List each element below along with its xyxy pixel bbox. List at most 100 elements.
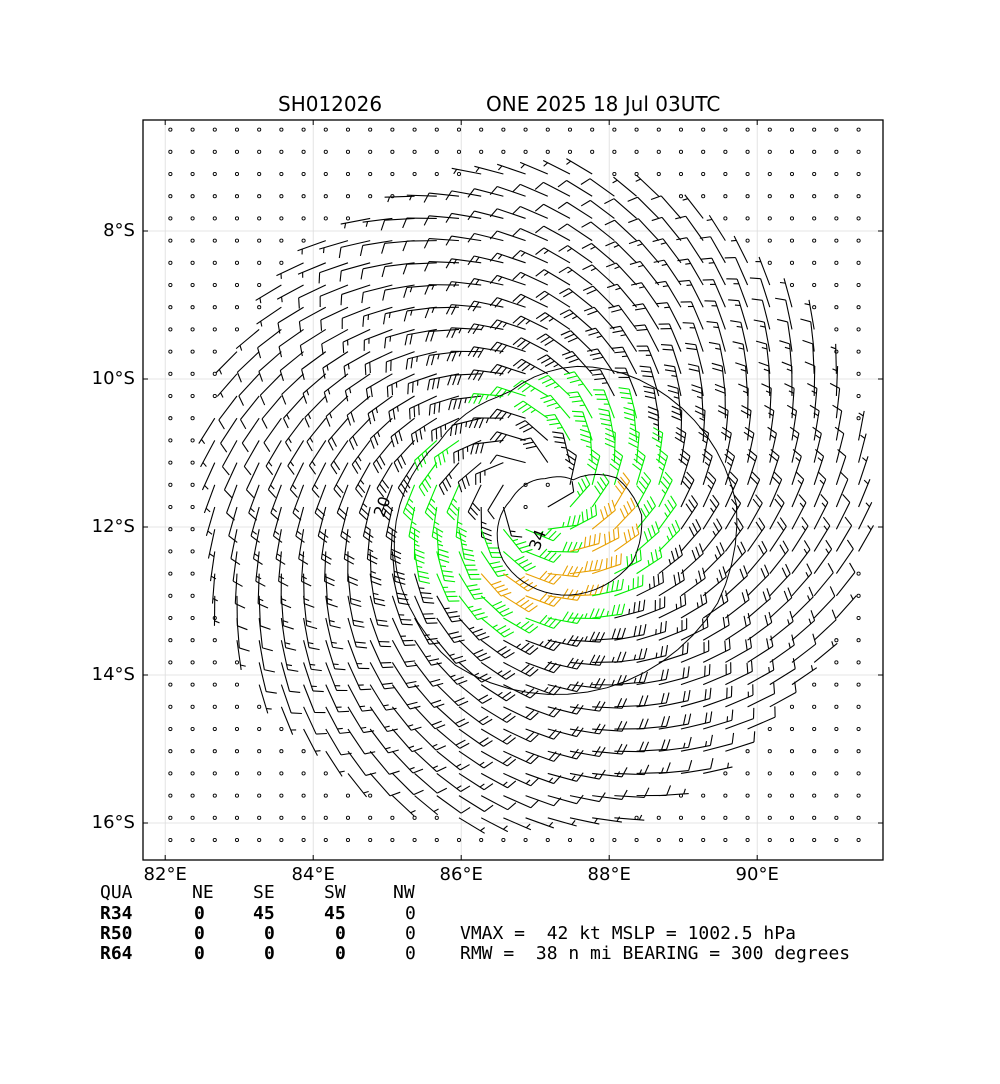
- barb-feather: [468, 211, 474, 220]
- barb-feather: [490, 409, 497, 417]
- calm-circle: [857, 306, 860, 309]
- calm-circle: [169, 417, 172, 420]
- wind-barb: [459, 707, 492, 725]
- barb-half-feather: [806, 572, 808, 577]
- barb-feather: [664, 365, 675, 367]
- wind-barb: [643, 386, 658, 418]
- barb-half-feather: [562, 639, 565, 643]
- barb-half-feather: [859, 413, 864, 416]
- barb-feather: [584, 307, 594, 311]
- wind-barb: [592, 628, 625, 640]
- barb-feather: [560, 310, 570, 315]
- barb-shaft: [590, 200, 614, 218]
- barb-feather: [730, 472, 737, 480]
- calm-circle: [213, 350, 216, 353]
- wind-barb: [748, 706, 776, 729]
- calm-circle: [679, 150, 682, 153]
- barb-half-feather: [409, 499, 413, 503]
- calm-circle: [235, 750, 238, 753]
- barb-feather: [433, 379, 435, 390]
- barb-feather: [572, 411, 583, 412]
- barb-feather: [386, 536, 395, 542]
- barb-feather: [380, 484, 387, 493]
- calm-circle: [857, 572, 860, 575]
- barb-feather: [802, 517, 808, 526]
- calm-circle: [835, 172, 838, 175]
- wind-barb: [476, 463, 504, 485]
- barb-feather: [691, 385, 701, 388]
- barb-feather: [283, 418, 288, 428]
- barb-feather: [467, 585, 478, 587]
- barb-feather: [685, 477, 692, 485]
- barb-feather: [535, 182, 543, 189]
- barb-feather: [484, 784, 493, 790]
- barb-half-feather: [411, 810, 416, 812]
- calm-circle: [857, 372, 860, 375]
- barb-feather: [479, 716, 488, 722]
- wind-barb: [381, 218, 414, 230]
- barb-feather: [843, 494, 850, 502]
- barb-half-feather: [358, 456, 361, 461]
- barb-feather: [624, 505, 628, 515]
- calm-circle: [835, 772, 838, 775]
- barb-feather: [574, 416, 585, 417]
- barb-feather: [587, 509, 588, 520]
- barb-feather: [594, 534, 595, 545]
- calm-circle: [302, 750, 305, 753]
- wind-barb: [273, 507, 282, 542]
- barb-feather: [613, 331, 624, 333]
- barb-half-feather: [572, 776, 575, 780]
- barb-half-feather: [408, 725, 413, 727]
- wind-barb: [614, 575, 643, 596]
- barb-feather: [425, 479, 431, 488]
- barb-feather: [335, 669, 346, 670]
- header-qua: QUA: [100, 883, 133, 903]
- barb-half-feather: [415, 544, 420, 546]
- barb-feather: [526, 732, 534, 739]
- barb-feather: [303, 393, 307, 403]
- barb-feather: [219, 420, 225, 429]
- barb-half-feather: [360, 480, 363, 484]
- wind-barb: [304, 685, 326, 713]
- wind-barb: [703, 495, 719, 529]
- calm-circle: [790, 150, 793, 153]
- barb-feather: [390, 792, 400, 796]
- barb-half-feather: [737, 326, 742, 327]
- wind-barb: [259, 662, 277, 693]
- barb-feather: [691, 495, 697, 504]
- barb-shaft: [526, 796, 554, 806]
- barb-half-feather: [705, 462, 709, 465]
- barb-half-feather: [572, 820, 575, 824]
- barb-feather: [349, 440, 353, 450]
- wind-barb: [370, 618, 391, 647]
- barb-half-feather: [811, 665, 812, 670]
- barb-feather: [712, 363, 722, 366]
- wind-barb: [219, 396, 237, 429]
- barb-feather: [525, 645, 533, 652]
- barb-feather: [322, 554, 331, 559]
- barb-feather: [239, 396, 244, 406]
- barb-feather: [518, 383, 527, 389]
- barb-half-feather: [554, 364, 559, 367]
- calm-circle: [213, 794, 216, 797]
- barb-feather: [584, 537, 585, 548]
- barb-feather: [398, 459, 403, 469]
- barb-feather: [447, 328, 452, 338]
- calm-circle: [346, 816, 349, 819]
- calm-circle: [346, 128, 349, 131]
- barb-half-feather: [793, 435, 797, 438]
- calm-circle: [235, 838, 238, 841]
- wind-barb: [503, 751, 538, 764]
- barb-feather: [667, 762, 671, 772]
- barb-feather: [434, 527, 443, 532]
- barb-feather: [319, 273, 320, 284]
- barb-half-feather: [531, 410, 535, 413]
- calm-circle: [280, 727, 283, 730]
- barb-shaft: [548, 796, 577, 804]
- calm-circle: [169, 283, 172, 286]
- calm-circle: [213, 705, 216, 708]
- barb-feather: [449, 400, 452, 410]
- barb-feather: [338, 711, 349, 712]
- calm-circle: [169, 528, 172, 531]
- calm-circle: [457, 150, 460, 153]
